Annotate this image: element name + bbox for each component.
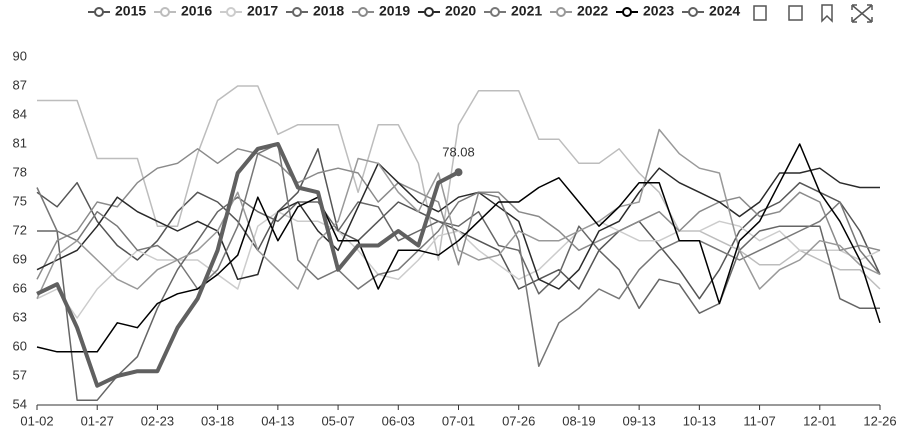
x-tick-label: 12-26 <box>863 413 896 428</box>
end-marker <box>454 168 463 177</box>
legend-item[interactable]: 2018 <box>286 3 344 19</box>
x-tick-label: 08-19 <box>562 413 595 428</box>
legend-item[interactable]: 2016 <box>154 3 212 19</box>
toolbar <box>753 4 873 23</box>
x-tick-label: 01-27 <box>81 413 114 428</box>
legend-label: 2019 <box>379 3 410 19</box>
legend-marker <box>490 7 500 17</box>
x-tick-label: 11-07 <box>743 413 775 428</box>
series-line <box>36 162 880 290</box>
legend-item[interactable]: 2015 <box>88 3 146 19</box>
legend-marker <box>622 7 632 17</box>
x-tick-label: 07-01 <box>442 413 475 428</box>
legend-item[interactable]: 2024 <box>682 3 740 19</box>
x-tick-label: 10-13 <box>683 413 716 428</box>
legend-item[interactable]: 2019 <box>352 3 410 19</box>
legend-label: 2023 <box>643 3 674 19</box>
restore-icon[interactable] <box>788 5 803 21</box>
legend-label: 2021 <box>511 3 542 19</box>
series-line <box>37 85 881 290</box>
bookmark-icon[interactable] <box>821 4 833 23</box>
y-tick-label: 75 <box>13 193 27 208</box>
y-tick-label: 78 <box>13 164 27 179</box>
series-line <box>36 143 881 368</box>
y-tick-label: 60 <box>13 338 27 353</box>
legend-label: 2016 <box>181 3 212 19</box>
legend-marker <box>358 7 368 17</box>
y-tick-label: 66 <box>13 280 27 295</box>
save-icon[interactable] <box>753 5 767 21</box>
legend-marker <box>226 7 236 17</box>
series-line <box>36 128 881 300</box>
legend-item[interactable]: 2017 <box>220 3 278 19</box>
legend-label: 2018 <box>313 3 344 19</box>
fullscreen-icon[interactable] <box>851 4 873 23</box>
legend-label: 2022 <box>577 3 608 19</box>
x-tick-label: 04-13 <box>261 413 294 428</box>
data-label: 78.08 <box>442 145 475 160</box>
y-tick-label: 90 <box>13 48 27 63</box>
x-tick-label: 03-18 <box>201 413 234 428</box>
series-line <box>36 143 881 353</box>
legend-item[interactable]: 2021 <box>484 3 542 19</box>
legend-marker <box>292 7 302 17</box>
legend-marker <box>556 7 566 17</box>
y-tick-label: 72 <box>13 222 27 237</box>
x-tick-label: 12-01 <box>803 413 836 428</box>
y-tick-label: 84 <box>13 106 27 121</box>
legend-marker <box>688 7 698 17</box>
x-tick-label: 01-02 <box>20 413 53 428</box>
y-tick-label: 87 <box>13 77 27 92</box>
legend-label: 2015 <box>115 3 146 19</box>
series-line <box>36 148 881 280</box>
x-tick-label: 07-26 <box>502 413 535 428</box>
legend-marker <box>424 7 434 17</box>
x-tick-label: 06-03 <box>382 413 415 428</box>
legend-label: 2017 <box>247 3 278 19</box>
legend-item[interactable]: 2020 <box>418 3 476 19</box>
legend-label: 2020 <box>445 3 476 19</box>
y-tick-label: 63 <box>13 309 27 324</box>
legend-label: 2024 <box>709 3 740 19</box>
y-tick-label: 81 <box>13 135 27 150</box>
legend-marker <box>160 7 170 17</box>
series-line <box>36 142 460 388</box>
x-tick-label: 09-13 <box>623 413 656 428</box>
y-tick-label: 54 <box>13 396 27 411</box>
legend-marker <box>94 7 104 17</box>
x-tick-label: 05-07 <box>321 413 354 428</box>
y-tick-label: 57 <box>13 367 27 382</box>
legend-item[interactable]: 2023 <box>616 3 674 19</box>
x-tick-label: 02-23 <box>141 413 174 428</box>
y-tick-label: 69 <box>13 251 27 266</box>
legend-item[interactable]: 2022 <box>550 3 608 19</box>
